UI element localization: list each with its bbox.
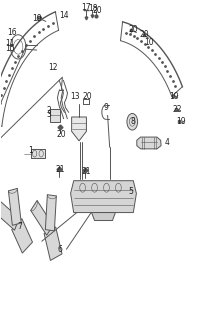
Polygon shape [44, 227, 62, 260]
Text: 13: 13 [70, 92, 79, 101]
Text: 19: 19 [169, 92, 178, 101]
Text: 1: 1 [28, 146, 33, 155]
Polygon shape [136, 137, 160, 149]
Text: 12: 12 [48, 63, 58, 72]
Text: 21: 21 [55, 165, 65, 174]
Text: 17: 17 [81, 3, 90, 12]
Text: 20: 20 [139, 30, 149, 39]
Text: 20: 20 [128, 25, 137, 34]
Polygon shape [45, 195, 56, 231]
Text: 7: 7 [18, 222, 22, 231]
Polygon shape [50, 109, 60, 122]
Polygon shape [71, 117, 86, 141]
Text: 11: 11 [5, 39, 15, 48]
Text: 22: 22 [172, 105, 181, 114]
Text: 2: 2 [46, 106, 51, 115]
Text: 20: 20 [82, 92, 91, 101]
Text: 5: 5 [128, 188, 133, 196]
Text: 19: 19 [32, 14, 41, 23]
Polygon shape [0, 201, 19, 230]
Text: 18: 18 [88, 4, 97, 13]
Text: 19: 19 [175, 117, 185, 126]
Circle shape [126, 114, 137, 130]
Text: 8: 8 [130, 117, 135, 126]
Polygon shape [30, 149, 45, 158]
Polygon shape [8, 188, 21, 225]
Text: 20: 20 [56, 130, 66, 139]
Text: 21: 21 [81, 167, 90, 176]
Polygon shape [70, 181, 136, 212]
Text: 14: 14 [59, 11, 69, 20]
Text: 20: 20 [92, 6, 102, 15]
Text: 15: 15 [5, 44, 15, 53]
Polygon shape [30, 201, 53, 235]
Text: 4: 4 [164, 138, 169, 147]
Text: 3: 3 [46, 110, 51, 119]
Polygon shape [91, 212, 115, 220]
Text: 9: 9 [103, 103, 108, 112]
Text: 10: 10 [143, 38, 153, 47]
Text: 6: 6 [58, 245, 62, 254]
Text: 16: 16 [7, 28, 17, 37]
Polygon shape [12, 219, 32, 253]
